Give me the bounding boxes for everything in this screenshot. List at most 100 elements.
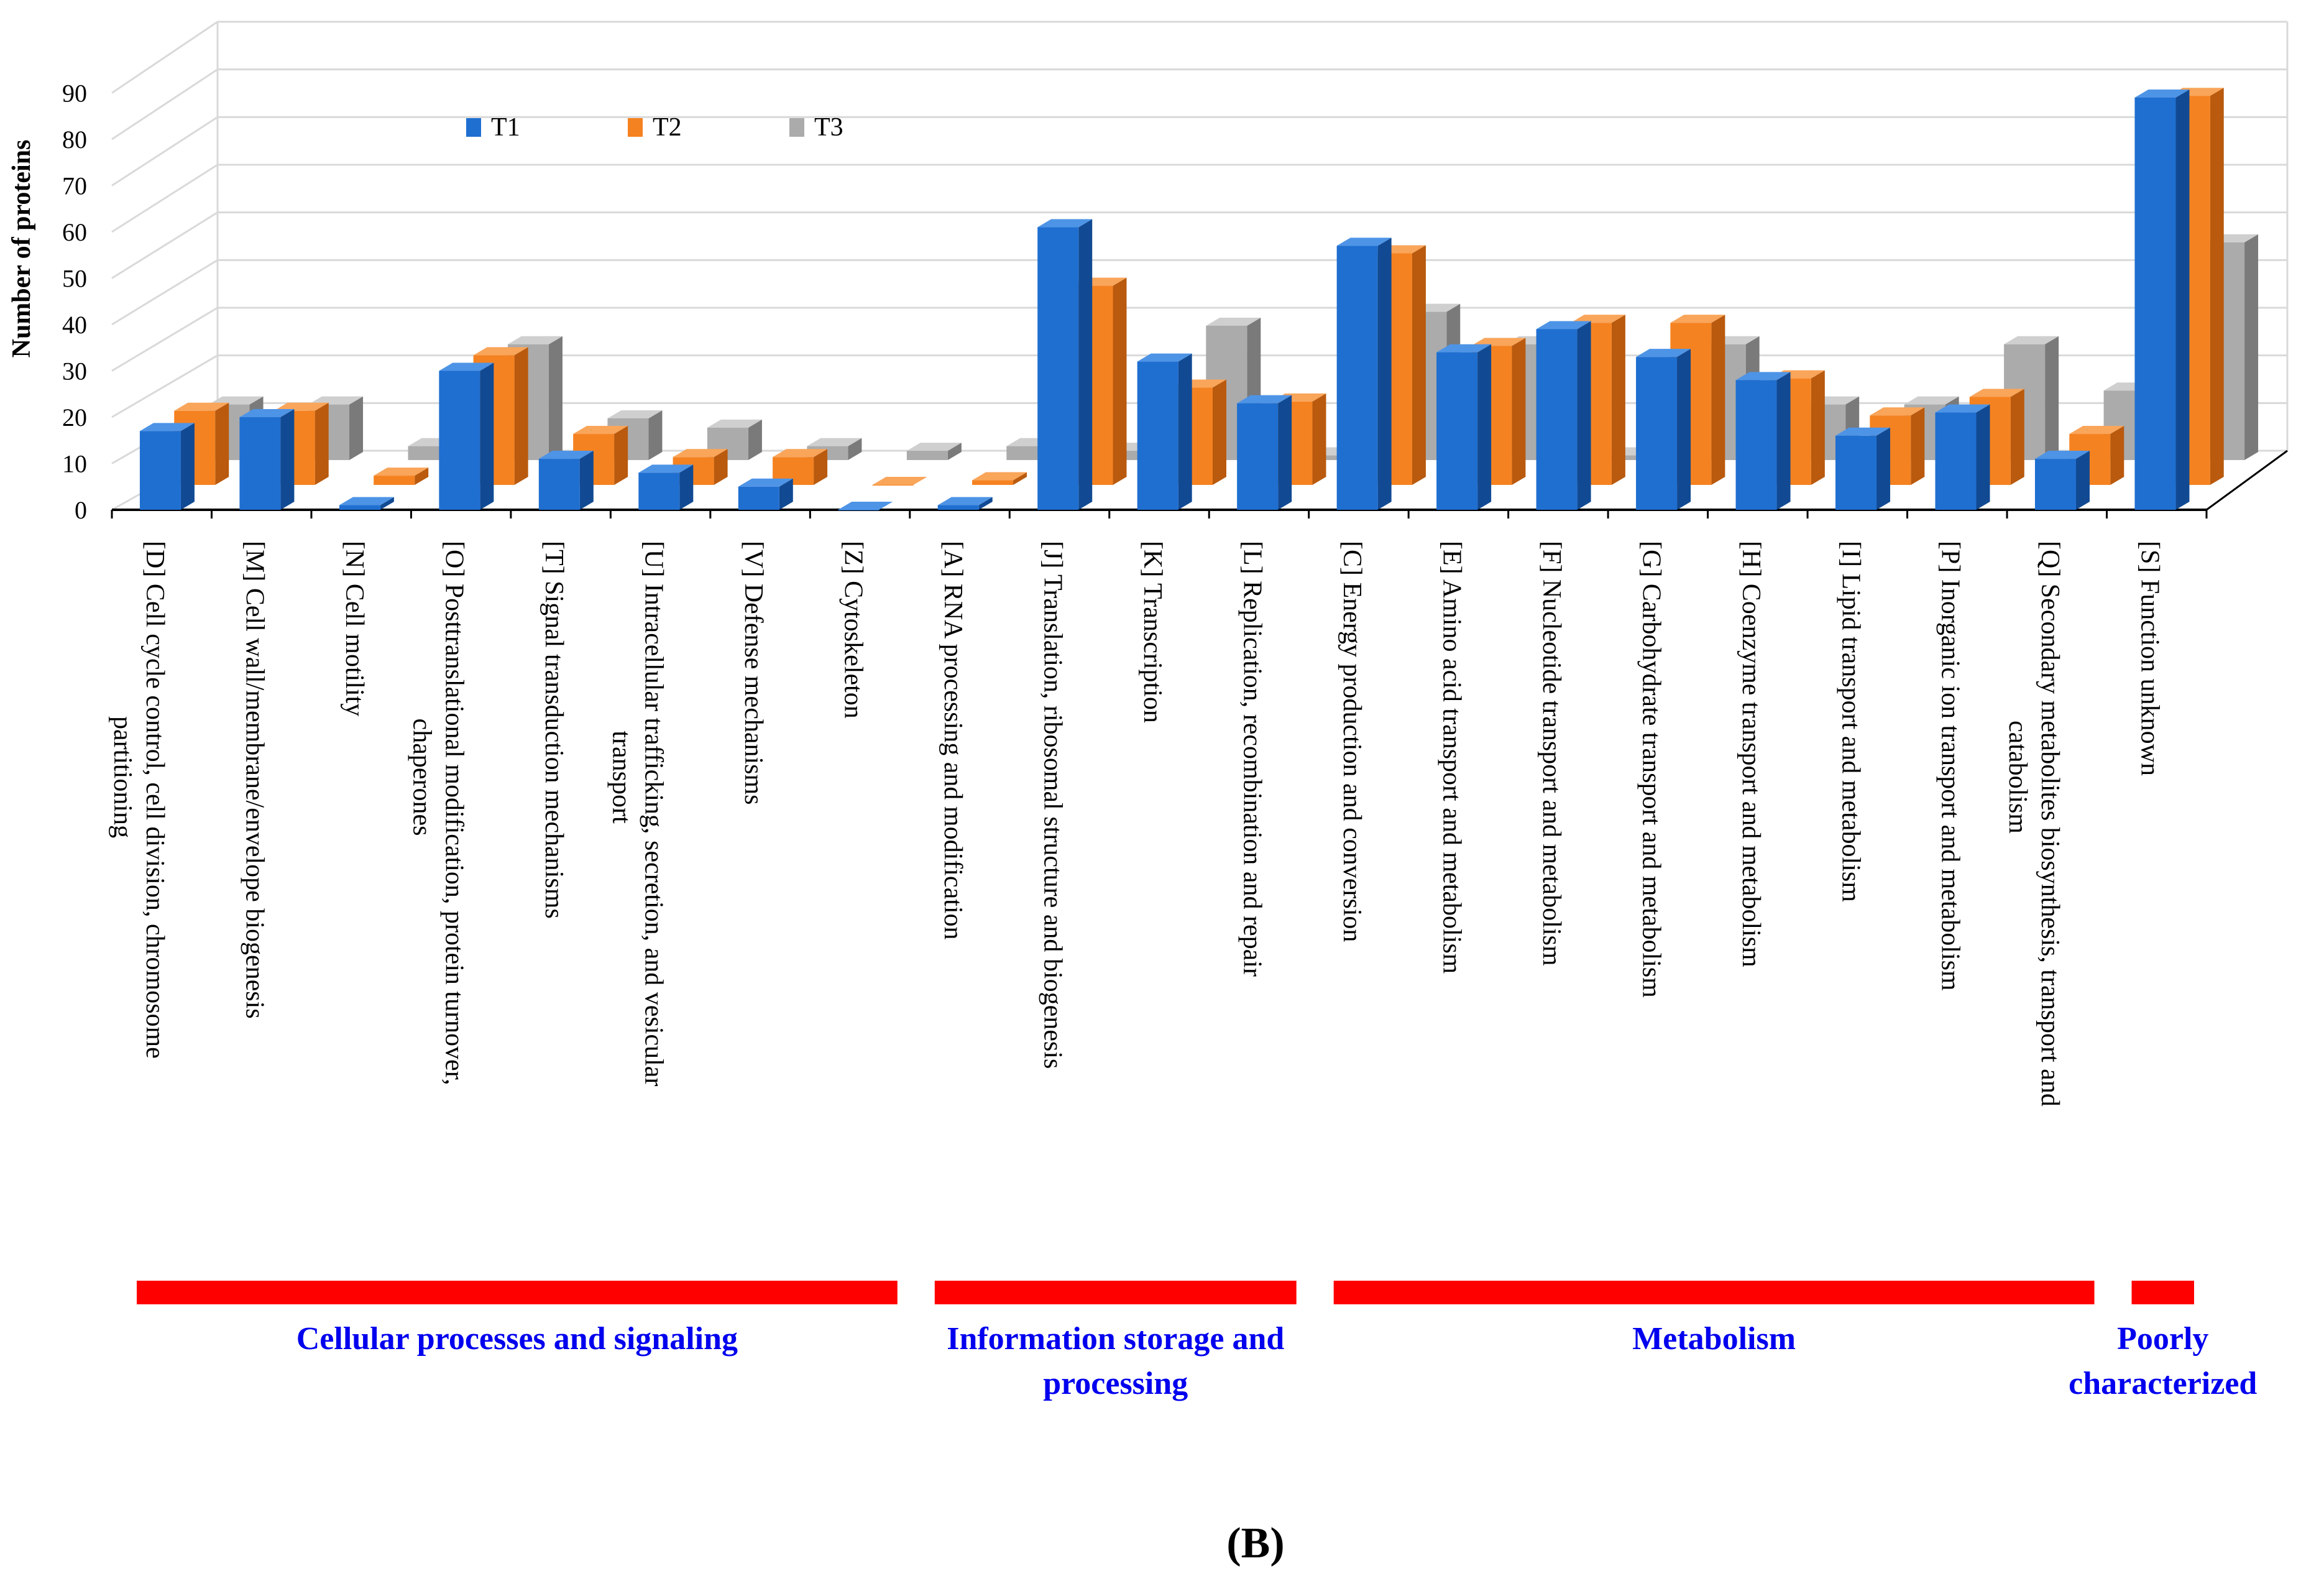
bar-face (2034, 459, 2076, 510)
bar-side (380, 497, 394, 510)
category-label: [P] Inorganic ion transport and metaboli… (1936, 541, 1965, 991)
legend-label-t3: T3 (814, 113, 843, 142)
bar-t2 (1271, 393, 1326, 485)
bar-side (1611, 315, 1625, 485)
bar-side (280, 409, 295, 510)
bar-top (1137, 353, 1192, 362)
bar-top (1835, 427, 1891, 436)
bar-side (315, 402, 329, 485)
bar-t1 (139, 423, 195, 510)
bar-face (1336, 246, 1378, 510)
bar-side (814, 449, 828, 485)
bar-side (1312, 393, 1326, 485)
bar-top (972, 472, 1027, 481)
y-tick-label: 10 (62, 450, 87, 478)
bar-side (2175, 89, 2190, 510)
bar-face (1006, 446, 1048, 460)
y-tick-label: 30 (62, 357, 87, 385)
bar-t1 (239, 409, 295, 510)
bar-face (1636, 357, 1678, 510)
category-label: partitioning (108, 716, 137, 838)
category-label: [O] Posttranslational modification, prot… (440, 541, 469, 1085)
bar-top (1206, 317, 1261, 326)
bar-top (1670, 315, 1725, 323)
bar-side (1412, 245, 1426, 485)
bar-side (1512, 338, 1526, 485)
bar-t3 (906, 443, 962, 460)
bar-face (738, 486, 779, 510)
bar-side (1876, 427, 1891, 510)
depth-gridline (111, 354, 218, 418)
category-label: [Q] Secondary metabolites biosynthesis, … (2036, 541, 2064, 1107)
category-label: [I] Lipid transport and metabolism (1836, 541, 1865, 902)
bar-face (872, 485, 914, 486)
category-label: [V] Defense mechanisms (739, 541, 768, 805)
bar-top (139, 423, 195, 431)
legend-label-t2: T2 (653, 113, 682, 142)
bar-t1 (1336, 237, 1392, 510)
bar-face (439, 371, 480, 510)
bar-face (2134, 97, 2176, 510)
category-label: [Z] Cytoskeleton (839, 541, 868, 719)
y-axis-title: Number of proteins (7, 140, 36, 358)
bar-side (1677, 349, 1691, 510)
bar-side (1711, 315, 1725, 485)
group-label: characterized (2069, 1366, 2257, 1401)
bar-face (1436, 352, 1478, 510)
bar-top (573, 426, 628, 435)
bar-t1 (1536, 321, 1591, 510)
category-label: [C] Energy production and conversion (1338, 541, 1366, 942)
bar-face (1237, 403, 1279, 510)
category-label: [F] Nucleotide transport and metabolism (1537, 541, 1566, 966)
bar-face (339, 505, 380, 510)
bar-top (1471, 338, 1526, 346)
bar-side (848, 438, 862, 460)
bar-top (2004, 336, 2059, 344)
category-label: [L] Replication, recombination and repai… (1238, 541, 1266, 977)
bar-top (638, 464, 694, 473)
bar-top (1870, 407, 1925, 416)
bar-face (139, 431, 181, 510)
bar-top (239, 409, 295, 417)
bar-t1 (1935, 404, 1990, 510)
bar-side (1577, 321, 1591, 510)
depth-gridline (111, 306, 218, 372)
bar-top (538, 451, 594, 459)
bar-side (679, 464, 694, 510)
group-bar (137, 1281, 898, 1304)
bar-side (1477, 344, 1492, 510)
bar-top (807, 438, 862, 446)
bar-top (2034, 451, 2090, 459)
chart-legend: T1 T2 T3 (466, 113, 843, 142)
category-label: [N] Cell motility (340, 541, 369, 716)
bar-t1 (2034, 451, 2090, 510)
bar-face (937, 505, 979, 510)
bar-top (1636, 349, 1691, 357)
legend-swatch-t3 (789, 118, 804, 137)
legend-swatch-t2 (628, 118, 643, 137)
depth-gridline (111, 68, 218, 141)
bar-top (607, 410, 663, 418)
bar-top (1969, 389, 2024, 397)
bar-top (2069, 426, 2124, 435)
bar-t1 (1137, 353, 1192, 510)
bar-top (906, 443, 962, 451)
bar-face (374, 476, 415, 485)
bar-top (1935, 404, 1990, 413)
bar-t1 (1436, 344, 1492, 510)
category-label: [H] Coenzyme transport and metabolism (1737, 541, 1765, 967)
category-label: [G] Carbohydrate transport and metabolis… (1637, 541, 1665, 998)
bar-t1 (1636, 349, 1691, 510)
bar-top (838, 502, 893, 510)
bar-t1 (738, 478, 793, 510)
bar-t1 (339, 497, 394, 510)
bar-side (180, 423, 195, 510)
bar-side (614, 426, 628, 485)
bar-top (2134, 89, 2190, 98)
bar-side (2110, 426, 2124, 485)
bar-top (308, 396, 364, 405)
depth-gridline (111, 164, 218, 233)
group-label: Information storage and (947, 1321, 1284, 1357)
bar-top (507, 336, 563, 344)
bar-top (1735, 372, 1791, 380)
